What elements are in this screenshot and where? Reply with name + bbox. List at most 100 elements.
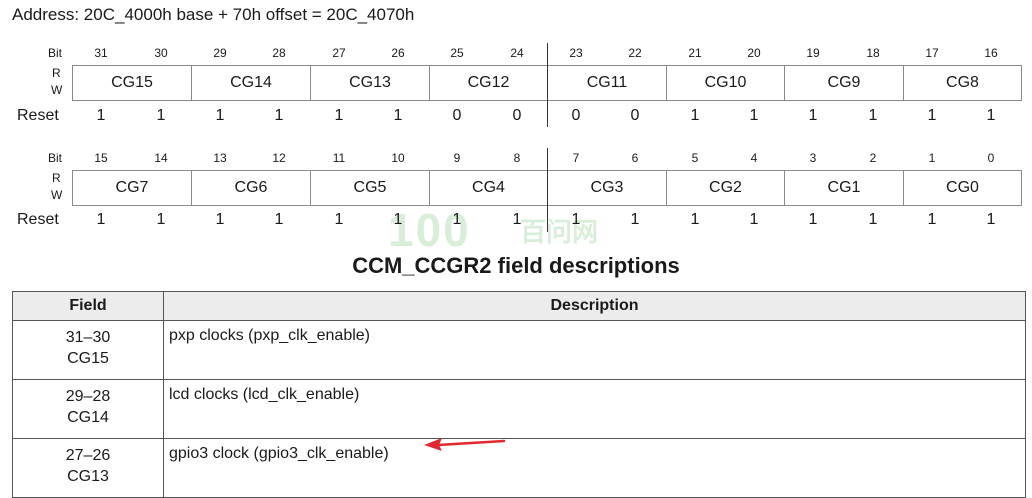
reset-label: Reset (17, 107, 59, 124)
reset-value: 1 (927, 107, 937, 124)
reset-value: 1 (571, 211, 581, 228)
register-field-cg6: CG6 (191, 170, 311, 206)
register-field-cg11: CG11 (547, 65, 667, 101)
register-field-cg15: CG15 (72, 65, 192, 101)
register-field-cg4: CG4 (429, 170, 548, 206)
bit-number: 20 (747, 46, 761, 60)
reset-value: 1 (749, 107, 759, 124)
table-row: 31–30 CG15 pxp clocks (pxp_clk_enable) (12, 320, 1026, 380)
field-name: CG13 (67, 468, 109, 485)
bit-number: 27 (332, 46, 346, 60)
bit-number: 24 (510, 46, 524, 60)
field-bits: 29–28 (65, 388, 111, 405)
reset-value: 1 (96, 107, 106, 124)
field-descriptions-table: Field Description 31–30 CG15 pxp clocks … (12, 291, 1026, 498)
reset-value: 1 (749, 211, 759, 228)
half-word-divider (547, 43, 548, 127)
register-field-cg10: CG10 (666, 65, 785, 101)
register-address: Address: 20C_4000h base + 70h offset = 2… (12, 5, 415, 24)
bit-label: Bit (48, 151, 63, 165)
register-field-cg13: CG13 (310, 65, 430, 101)
reset-value: 1 (986, 107, 996, 124)
bit-number: 12 (272, 151, 286, 165)
bit-number: 9 (453, 151, 461, 165)
reset-value: 1 (690, 211, 700, 228)
reset-label: Reset (17, 211, 59, 228)
table-row: 27–26 CG13 gpio3 clock (gpio3_clk_enable… (12, 438, 1026, 498)
column-header-description: Description (163, 291, 1026, 321)
bit-number: 10 (391, 151, 405, 165)
field-bits: 27–26 (65, 447, 111, 464)
bit-number: 19 (806, 46, 820, 60)
bit-number: 17 (925, 46, 939, 60)
description-cell: lcd clocks (lcd_clk_enable) (163, 379, 1026, 439)
reset-value: 1 (156, 107, 166, 124)
half-word-divider (547, 148, 548, 232)
watermark-digits: 100 (388, 204, 471, 256)
register-field-cg3: CG3 (547, 170, 667, 206)
description-cell: gpio3 clock (gpio3_clk_enable) (163, 438, 1026, 498)
register-field-cg5: CG5 (310, 170, 430, 206)
bit-number: 30 (154, 46, 168, 60)
bit-number: 1 (928, 151, 936, 165)
field-bits: 31–30 (65, 329, 111, 346)
bit-number: 31 (94, 46, 108, 60)
register-field-cg7: CG7 (72, 170, 192, 206)
bit-number: 13 (213, 151, 227, 165)
field-cell: 31–30 CG15 (12, 320, 164, 380)
reset-value: 1 (393, 107, 403, 124)
register-field-cg0: CG0 (903, 170, 1022, 206)
reset-value: 0 (571, 107, 581, 124)
bit-number: 15 (94, 151, 108, 165)
reset-value: 0 (630, 107, 640, 124)
reset-value: 1 (334, 107, 344, 124)
reset-value: 0 (512, 107, 522, 124)
bit-number: 22 (628, 46, 642, 60)
description-cell: pxp clocks (pxp_clk_enable) (163, 320, 1026, 380)
reset-value: 1 (215, 211, 225, 228)
annotation-arrow-icon (424, 438, 506, 451)
register-field-cg2: CG2 (666, 170, 785, 206)
column-header-field: Field (12, 291, 164, 321)
field-name: CG14 (67, 409, 109, 426)
r-label: R (52, 66, 61, 80)
reset-value: 1 (274, 107, 284, 124)
reset-value: 0 (452, 107, 462, 124)
bit-number: 0 (987, 151, 995, 165)
bit-number: 5 (691, 151, 699, 165)
r-label: R (52, 171, 61, 185)
reset-value: 1 (96, 211, 106, 228)
reset-value: 1 (927, 211, 937, 228)
register-field-cg9: CG9 (784, 65, 904, 101)
field-name: CG15 (67, 350, 109, 367)
register-field-cg1: CG1 (784, 170, 904, 206)
reset-value: 1 (215, 107, 225, 124)
bit-number: 7 (572, 151, 580, 165)
reset-value: 1 (808, 107, 818, 124)
bit-number: 25 (450, 46, 464, 60)
reset-value: 1 (334, 211, 344, 228)
bit-number: 11 (332, 151, 346, 165)
bit-number: 23 (569, 46, 583, 60)
bit-number: 4 (750, 151, 758, 165)
reset-value: 1 (156, 211, 166, 228)
reset-value: 1 (808, 211, 818, 228)
bit-number: 16 (984, 46, 998, 60)
bit-number: 18 (866, 46, 880, 60)
reset-value: 1 (868, 211, 878, 228)
bit-number: 6 (631, 151, 639, 165)
reset-value: 1 (452, 211, 462, 228)
table-title: CCM_CCGR2 field descriptions (352, 253, 680, 278)
bit-number: 29 (213, 46, 227, 60)
bit-number: 2 (869, 151, 877, 165)
field-cell: 27–26 CG13 (12, 438, 164, 498)
watermark-text: 百问网 (520, 217, 599, 247)
w-label: W (51, 188, 63, 202)
bit-number: 21 (688, 46, 702, 60)
bit-number: 26 (391, 46, 405, 60)
bit-number: 8 (513, 151, 521, 165)
register-field-cg14: CG14 (191, 65, 311, 101)
register-field-cg8: CG8 (903, 65, 1022, 101)
watermark-logo: 100 (388, 203, 471, 257)
register-field-cg12: CG12 (429, 65, 548, 101)
